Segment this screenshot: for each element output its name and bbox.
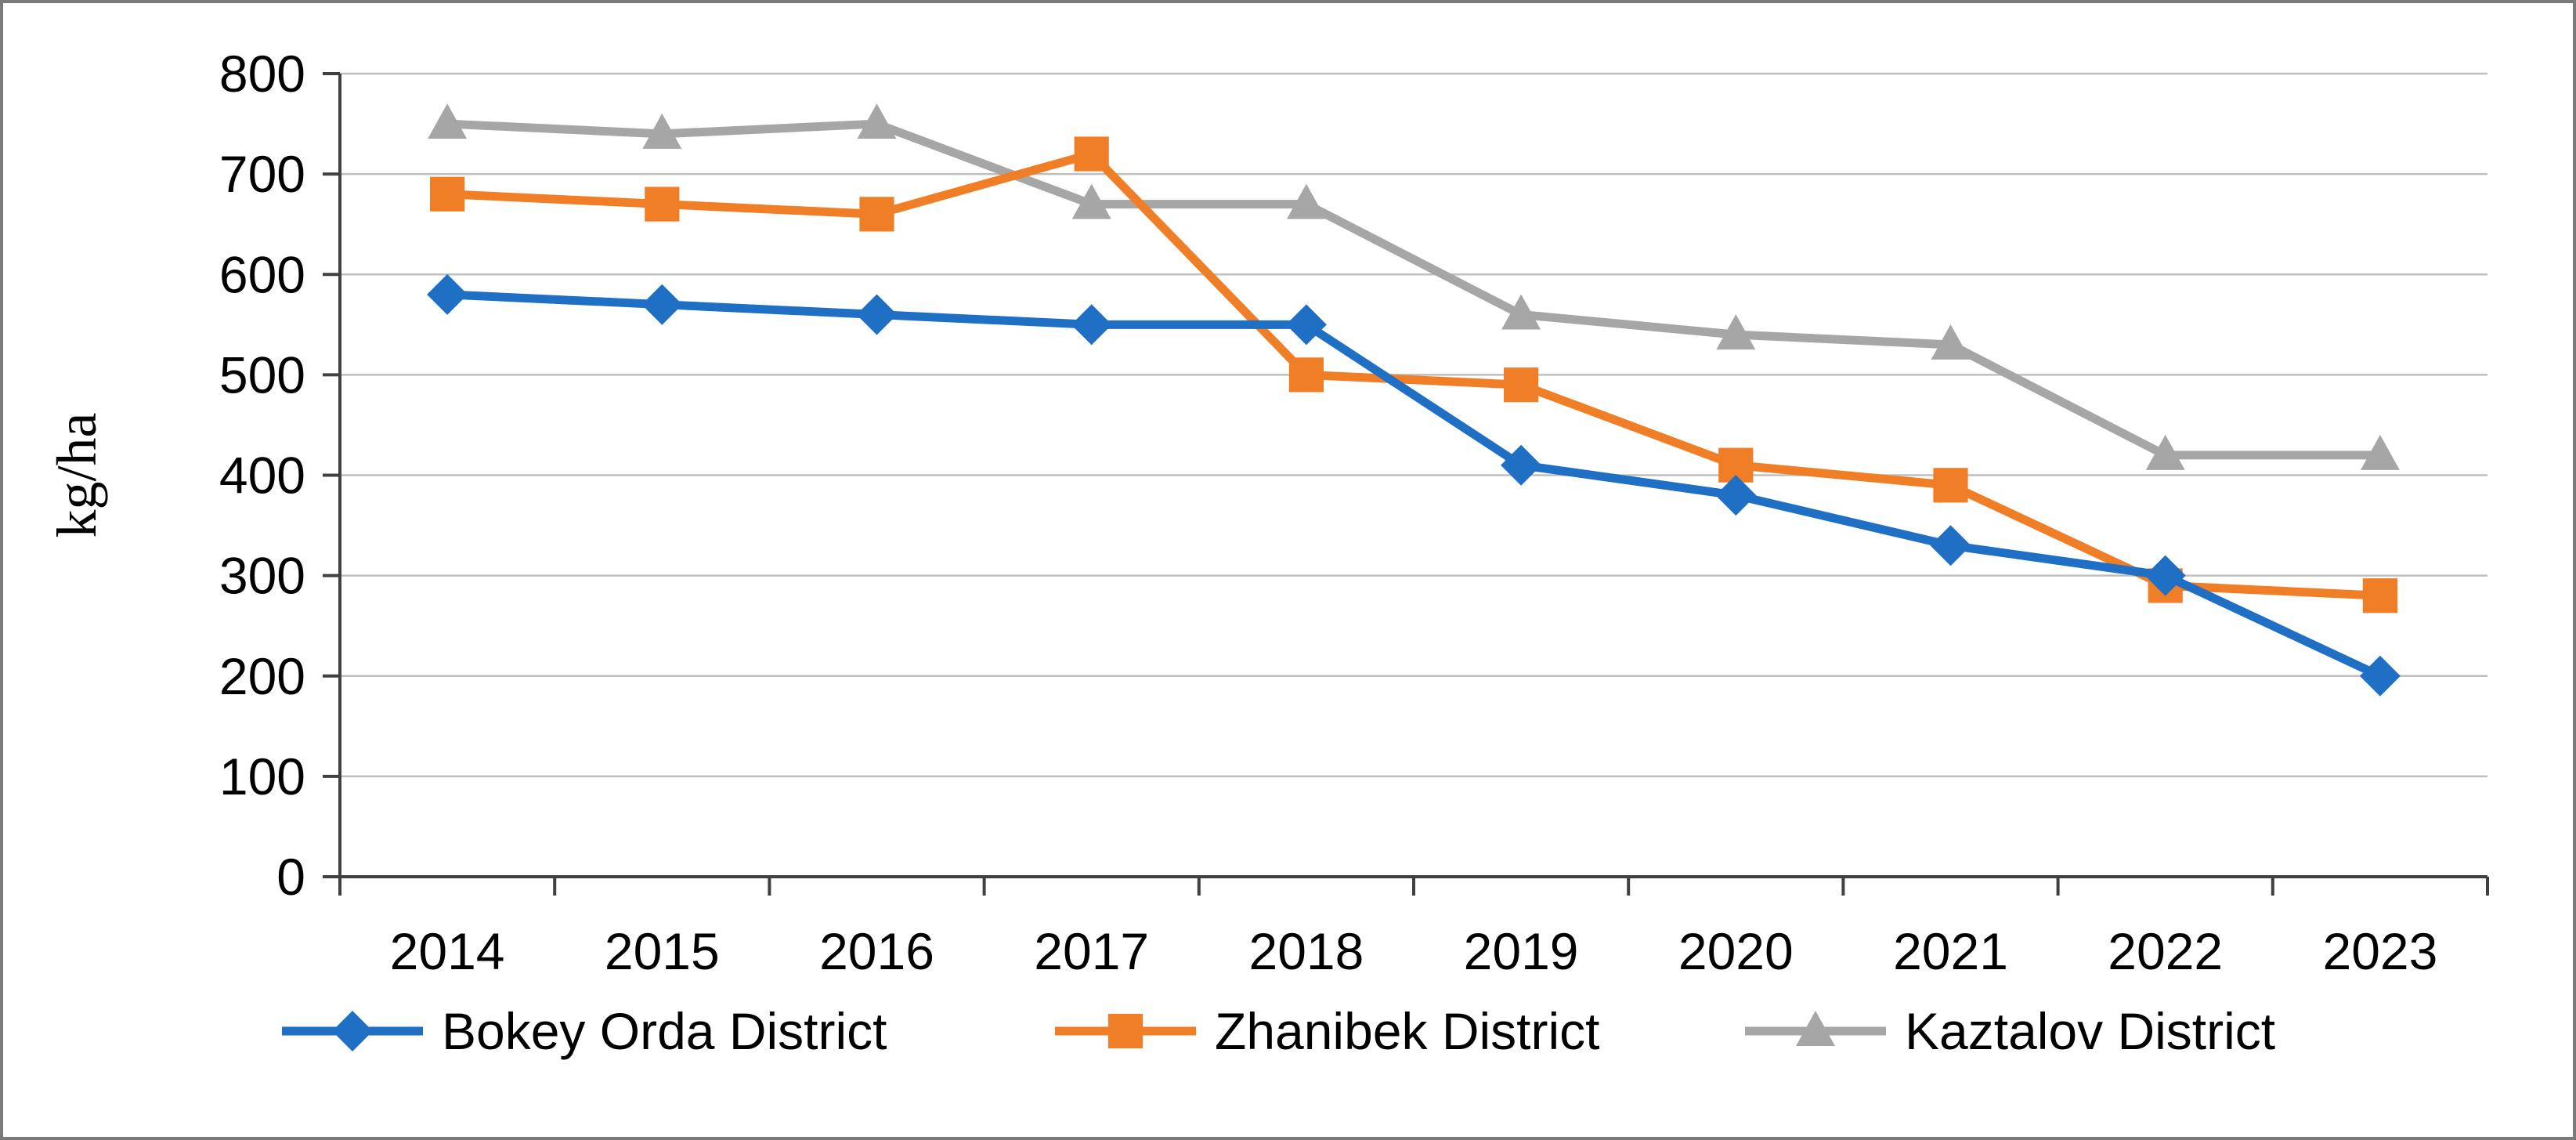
square-marker: [1107, 1013, 1143, 1049]
legend-label: Bokey Orda District: [442, 1002, 887, 1060]
square-marker: [1933, 468, 1968, 503]
y-tick-label: 400: [219, 447, 305, 505]
triangle-marker: [1796, 1011, 1835, 1046]
triangle-marker: [1286, 183, 1326, 219]
line-chart: 0 100 200 300 400 500 600 700 800 2014 2015 2016 201…: [45, 45, 2489, 1060]
y-axis-title: kg/ha: [45, 413, 108, 538]
diamond-marker: [1285, 304, 1327, 346]
triangle-marker: [642, 113, 682, 149]
diamond-marker: [1071, 304, 1112, 346]
legend-label: Zhanibek District: [1215, 1002, 1600, 1060]
square-marker: [1288, 357, 1324, 393]
square-marker: [1074, 136, 1109, 172]
y-tick-label: 200: [219, 647, 305, 705]
series-line: [443, 119, 2385, 460]
legend-label: Kaztalov District: [1905, 1002, 2275, 1060]
square-marker: [2362, 578, 2397, 613]
y-tick-label: 0: [276, 848, 305, 906]
diamond-marker: [1501, 444, 1542, 486]
series-line: [443, 150, 2385, 600]
diamond-marker: [641, 284, 683, 325]
diamond-marker: [2359, 655, 2401, 697]
y-tick-label: 800: [219, 45, 305, 103]
x-tick-label: 2019: [1464, 922, 1579, 980]
y-tick-label: 300: [219, 547, 305, 605]
x-tick-label: 2023: [2322, 922, 2437, 980]
square-marker: [430, 176, 465, 212]
square-marker: [859, 197, 894, 232]
x-tick-label: 2014: [390, 922, 505, 980]
diamond-marker: [427, 273, 468, 315]
diamond-marker: [2144, 555, 2186, 596]
series-bokey-orda-district: [427, 273, 2401, 697]
square-marker: [645, 186, 680, 222]
triangle-marker: [2360, 434, 2400, 470]
y-tick-label: 100: [219, 747, 305, 805]
diamond-marker: [1930, 525, 1971, 566]
diamond-marker: [856, 294, 898, 335]
triangle-marker: [2145, 434, 2185, 470]
diamond-marker: [1715, 475, 1757, 516]
legend-item-bokey-orda-district: Bokey Orda District: [282, 1002, 887, 1060]
triangle-marker: [857, 103, 897, 139]
x-tick-label: 2017: [1034, 922, 1149, 980]
y-tick-label: 700: [219, 145, 305, 203]
x-tick-label: 2020: [1678, 922, 1794, 980]
triangle-marker: [1716, 314, 1756, 350]
x-tick-label: 2021: [1893, 922, 2008, 980]
x-tick-label: 2016: [819, 922, 934, 980]
legend-item-kaztalov-district: Kaztalov District: [1745, 1002, 2275, 1060]
diamond-marker: [332, 1011, 373, 1051]
triangle-marker: [1931, 324, 1971, 360]
triangle-marker: [1071, 183, 1111, 219]
triangle-marker: [1501, 294, 1541, 330]
square-marker: [1504, 367, 1539, 403]
triangle-marker: [428, 103, 468, 139]
series-kaztalov-district: [428, 103, 2400, 470]
x-tick-label: 2015: [605, 922, 720, 980]
legend-item-zhanibek-district: Zhanibek District: [1055, 1002, 1600, 1060]
y-tick-label: 600: [219, 245, 305, 303]
x-tick-label: 2022: [2108, 922, 2223, 980]
y-tick-label: 500: [219, 346, 305, 404]
series-line: [443, 290, 2385, 681]
x-tick-label: 2018: [1248, 922, 1364, 980]
